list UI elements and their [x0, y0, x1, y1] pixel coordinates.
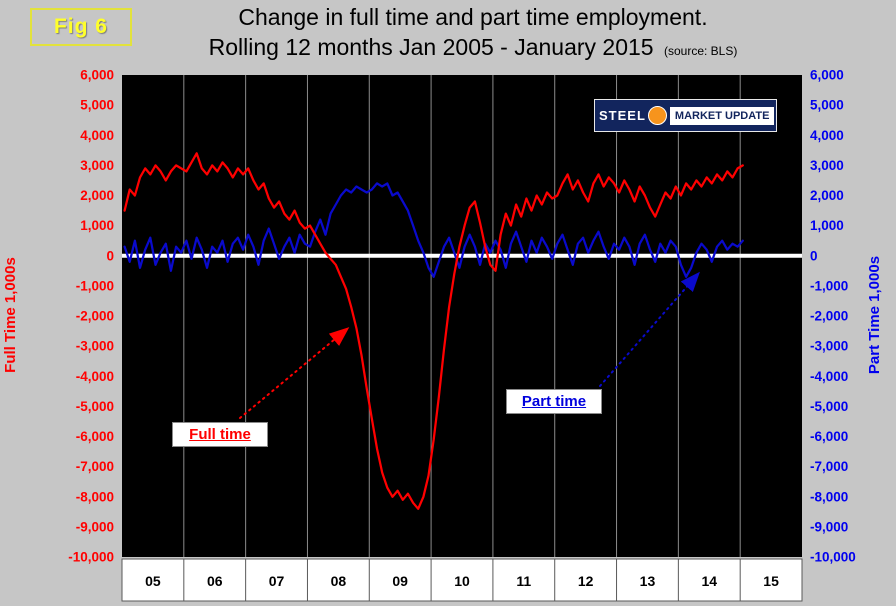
- part-time-line: [123, 182, 744, 278]
- y-tick-label-left: 6,000: [80, 68, 114, 83]
- y-tick-label-right: 5,000: [810, 98, 844, 113]
- y-tick-label-left: -1,000: [76, 278, 114, 293]
- logo-sun-icon: [647, 106, 667, 125]
- y-tick-label-left: -9,000: [76, 519, 114, 534]
- logo-market-word: MARKET: [674, 109, 722, 122]
- y-tick-label-right: 0: [810, 248, 818, 263]
- y-tick-label-right: -3,000: [810, 339, 848, 354]
- plot-area: [122, 75, 802, 557]
- y-tick-label-right: -9,000: [810, 519, 848, 534]
- x-year-label: 11: [516, 573, 531, 589]
- y-tick-label-right: 3,000: [810, 158, 844, 173]
- figure-badge: Fig 6: [30, 8, 132, 46]
- right-axis-title: Part Time 1,000s: [866, 255, 883, 375]
- y-tick-label-right: -1,000: [810, 278, 848, 293]
- x-year-label: 10: [454, 573, 470, 589]
- full-time-arrow: [239, 327, 350, 419]
- y-tick-label-left: -5,000: [76, 399, 114, 414]
- y-tick-label-left: 5,000: [80, 98, 114, 113]
- x-year-label: 13: [640, 573, 656, 589]
- full-time-callout: Full time: [172, 422, 268, 447]
- x-year-label: 09: [392, 573, 408, 589]
- y-tick-label-left: 1,000: [80, 218, 114, 233]
- chart-title-line2: Rolling 12 months Jan 2005 - January 201…: [128, 34, 818, 61]
- logo-steel-text: STEEL: [599, 108, 646, 123]
- y-tick-label-left: -6,000: [76, 429, 114, 444]
- y-tick-label-left: 3,000: [80, 158, 114, 173]
- x-axis-strip: [121, 558, 803, 602]
- y-tick-label-right: 4,000: [810, 128, 844, 143]
- x-year-label: 06: [207, 573, 223, 589]
- logo-update-word: UPDATE: [725, 109, 770, 122]
- y-tick-label-left: 0: [106, 248, 114, 263]
- chart-title-line1: Change in full time and part time employ…: [238, 4, 708, 30]
- x-year-label: 14: [701, 573, 717, 589]
- full-time-line: [123, 152, 744, 510]
- left-axis-title: Full Time 1,000s: [2, 257, 19, 373]
- chart-title-line2-text: Rolling 12 months Jan 2005 - January 201…: [208, 34, 654, 60]
- y-tick-label-left: -7,000: [76, 459, 114, 474]
- y-tick-label-left: 2,000: [80, 188, 114, 203]
- y-tick-label-right: 2,000: [810, 188, 844, 203]
- y-tick-label-right: -5,000: [810, 399, 848, 414]
- chart-title: Change in full time and part time employ…: [128, 4, 818, 61]
- y-tick-label-right: 1,000: [810, 218, 844, 233]
- y-tick-label-left: -2,000: [76, 309, 114, 324]
- chart-source-note: (source: BLS): [663, 44, 738, 58]
- logo-market-update-text: MARKET UPDATE: [669, 106, 775, 125]
- y-tick-label-left: 4,000: [80, 128, 114, 143]
- y-tick-label-right: -8,000: [810, 489, 848, 504]
- y-tick-label-right: 6,000: [810, 68, 844, 83]
- y-tick-label-right: -2,000: [810, 309, 848, 324]
- y-tick-label-right: -4,000: [810, 369, 848, 384]
- x-year-label: 12: [578, 573, 594, 589]
- part-time-callout: Part time: [506, 389, 602, 414]
- y-tick-label-left: -3,000: [76, 339, 114, 354]
- x-year-label: 07: [269, 573, 285, 589]
- x-year-label: 08: [331, 573, 347, 589]
- part-time-arrow: [599, 271, 700, 387]
- y-tick-label-left: -8,000: [76, 489, 114, 504]
- x-year-label: 05: [145, 573, 161, 589]
- y-tick-label-right: -6,000: [810, 429, 848, 444]
- y-tick-label-right: -10,000: [810, 550, 856, 565]
- y-tick-label-right: -7,000: [810, 459, 848, 474]
- x-year-label: 15: [763, 573, 779, 589]
- y-tick-label-left: -4,000: [76, 369, 114, 384]
- y-tick-label-left: -10,000: [68, 550, 114, 565]
- steel-market-update-logo: STEEL MARKET UPDATE: [594, 99, 778, 132]
